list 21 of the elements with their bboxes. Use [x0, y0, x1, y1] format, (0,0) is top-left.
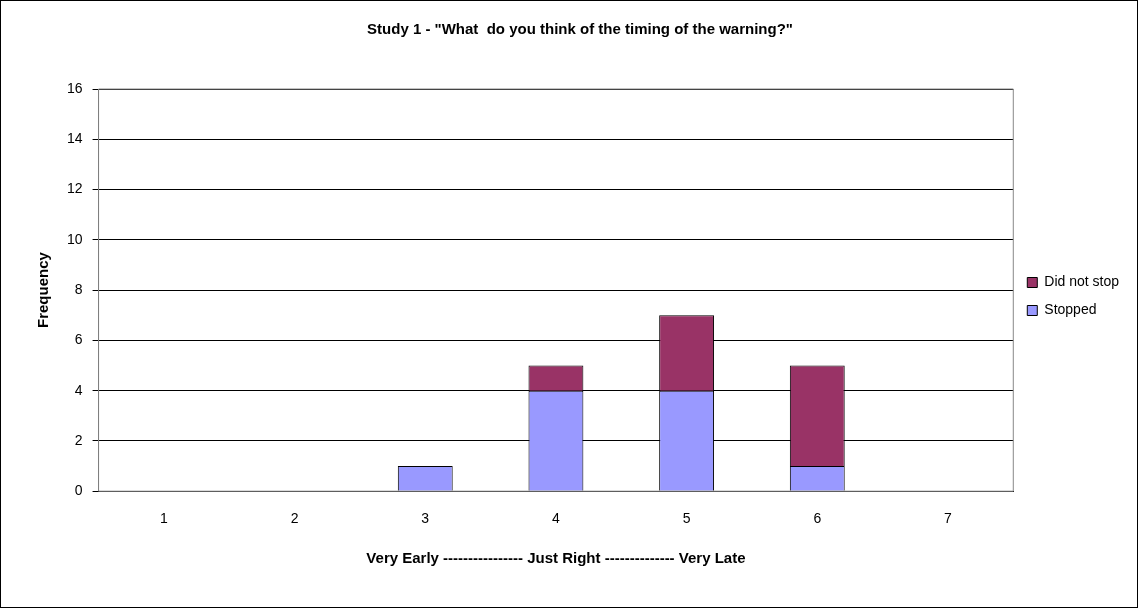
y-axis-title: Frequency [34, 251, 52, 329]
y-tick-label: 6 [74, 331, 83, 348]
y-tick-label: 0 [74, 482, 83, 499]
x-tick-label: 1 [160, 510, 169, 527]
y-tick-label: 8 [74, 280, 83, 297]
legend-label: Stopped [1044, 301, 1097, 318]
chart-title: Study 1 - "What do you think of the timing of the warning?" [367, 20, 793, 38]
x-tick-label: 7 [944, 510, 953, 527]
x-axis-title: Very Early ---------------- Just Right -------------- Very Late [366, 549, 746, 567]
y-tick-label: 12 [66, 180, 83, 197]
x-tick-label: 3 [421, 510, 430, 527]
x-tick-label: 2 [290, 510, 299, 527]
x-tick-label: 6 [813, 510, 822, 527]
y-tick-label: 10 [66, 230, 83, 247]
legend-label: Did not stop [1044, 273, 1120, 290]
x-tick-label: 4 [552, 510, 561, 527]
x-tick-label: 5 [682, 510, 691, 527]
y-tick-label: 16 [66, 79, 83, 96]
y-tick-label: 2 [74, 431, 83, 448]
y-tick-label: 14 [66, 130, 83, 147]
y-tick-label: 4 [74, 381, 83, 398]
